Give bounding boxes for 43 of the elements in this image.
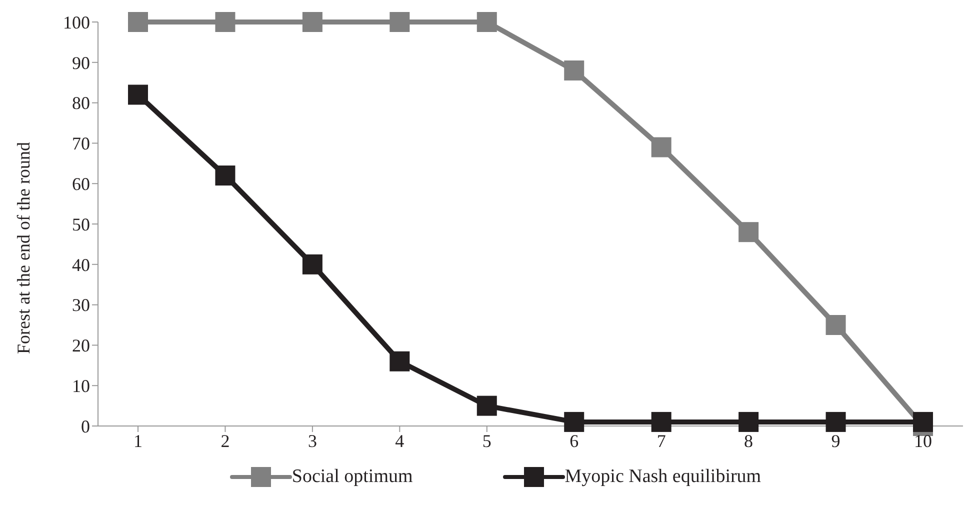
point xyxy=(738,222,759,242)
point xyxy=(215,166,236,186)
point xyxy=(476,396,497,416)
y-tick-label: 30 xyxy=(72,295,90,316)
point xyxy=(826,315,846,335)
x-tick-label: 10 xyxy=(914,430,932,451)
point xyxy=(476,12,497,32)
x-tick-label: 8 xyxy=(744,430,754,451)
point xyxy=(302,12,322,32)
y-tick-label: 70 xyxy=(72,134,90,154)
y-axis-title: Forest at the end of the round xyxy=(13,142,34,354)
legend-label: Social optimum xyxy=(292,466,413,488)
y-tick-label: 80 xyxy=(72,93,90,114)
point xyxy=(128,84,148,105)
y-tick-label: 20 xyxy=(72,336,90,356)
point xyxy=(390,12,410,32)
y-tick-label: 50 xyxy=(72,214,90,234)
point xyxy=(302,254,322,274)
legend-label: Myopic Nash equilibirum xyxy=(564,466,762,488)
point xyxy=(564,60,584,80)
point xyxy=(651,137,672,158)
point xyxy=(128,12,148,32)
point xyxy=(913,412,933,432)
x-tick-label: 4 xyxy=(395,430,404,451)
y-tick-label: 60 xyxy=(72,174,90,194)
x-tick-label: 1 xyxy=(134,430,142,451)
y-tick-label: 90 xyxy=(72,52,90,73)
point xyxy=(651,412,672,432)
y-tick-label: 40 xyxy=(72,254,90,275)
x-tick-label: 5 xyxy=(482,430,492,451)
y-tick-label: 0 xyxy=(81,416,90,436)
point xyxy=(215,12,236,32)
x-tick-label: 9 xyxy=(831,430,840,451)
point xyxy=(738,412,759,432)
x-tick-label: 6 xyxy=(570,430,579,451)
x-tick-label: 2 xyxy=(220,430,230,451)
y-tick-label: 10 xyxy=(72,376,90,396)
point xyxy=(826,412,846,432)
x-tick-label: 7 xyxy=(656,430,666,451)
x-tick-label: 3 xyxy=(308,430,317,451)
point xyxy=(390,351,410,372)
point xyxy=(564,412,584,432)
y-tick-label: 100 xyxy=(63,12,90,32)
